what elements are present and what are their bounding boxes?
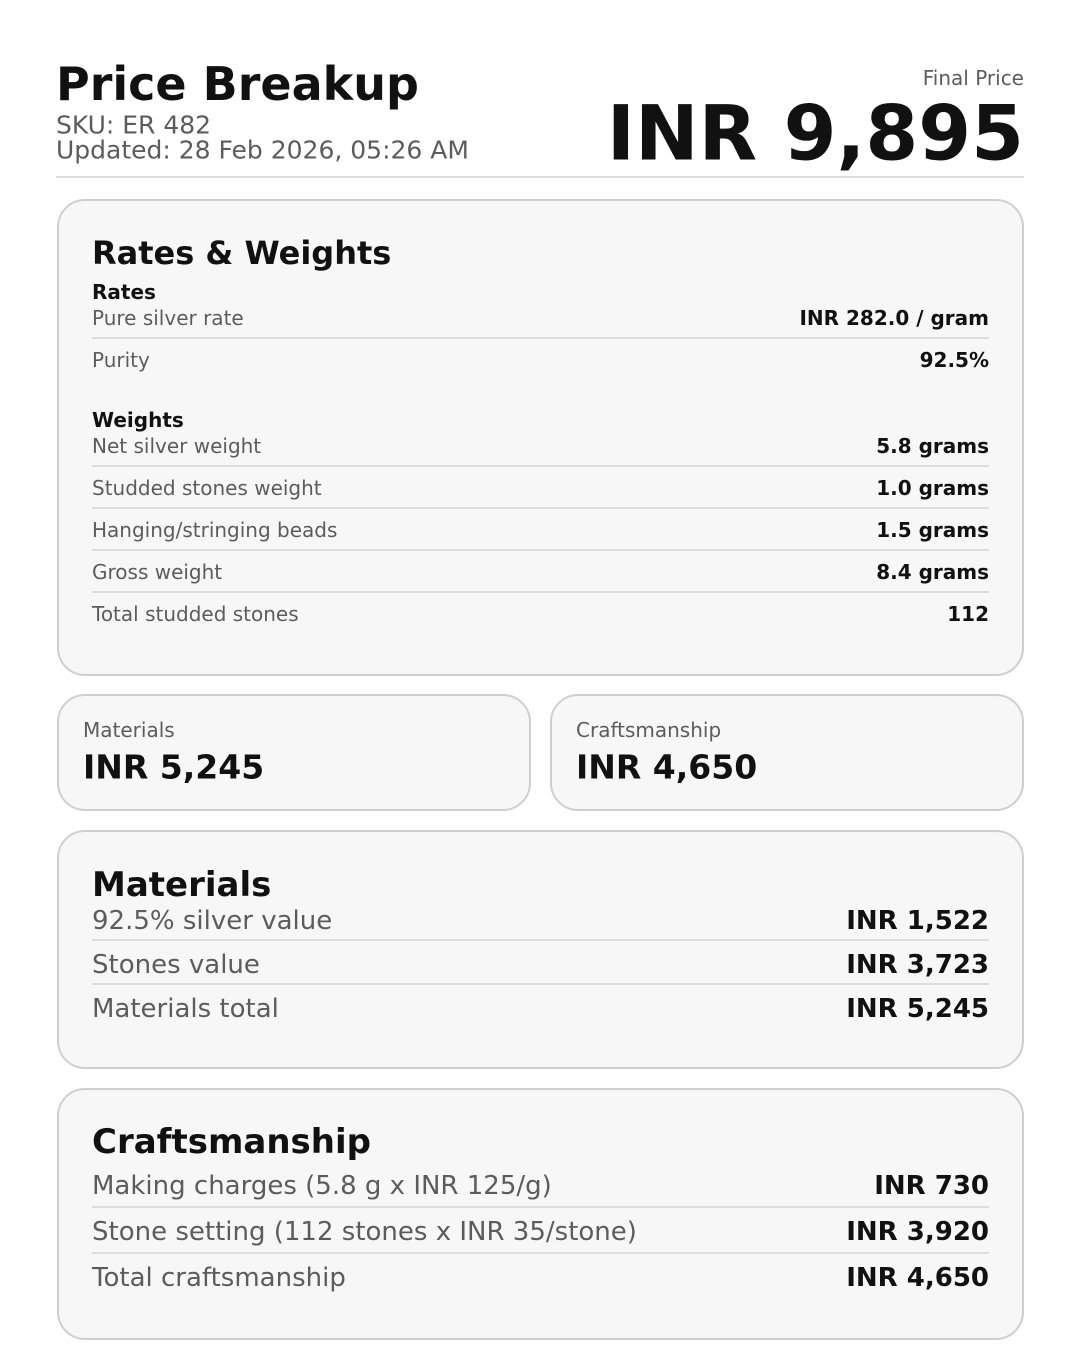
divider xyxy=(92,507,989,509)
row-value: 8.4 grams xyxy=(876,560,989,584)
row-value: 92.5% xyxy=(919,348,989,372)
row-label: Net silver weight xyxy=(92,434,262,458)
row-label: Total studded stones xyxy=(92,602,299,626)
row-label: 92.5% silver value xyxy=(92,906,333,936)
divider xyxy=(92,1252,989,1254)
divider xyxy=(92,591,989,593)
row-value: INR 5,245 xyxy=(846,994,989,1024)
summary-value: INR 5,245 xyxy=(83,747,265,787)
row-value: INR 3,920 xyxy=(846,1217,989,1247)
weights-heading: Weights xyxy=(92,408,184,432)
row-value: INR 282.0 / gram xyxy=(799,306,989,330)
header-divider xyxy=(56,176,1024,178)
row-value: INR 1,522 xyxy=(846,906,989,936)
page-title: Price Breakup xyxy=(56,57,419,111)
card-title: Materials xyxy=(92,865,272,905)
row-label: Stones value xyxy=(92,950,260,980)
row-value: INR 3,723 xyxy=(846,950,989,980)
row-label: Studded stones weight xyxy=(92,476,322,500)
divider xyxy=(92,465,989,467)
final-price-label: Final Price xyxy=(922,66,1024,90)
divider xyxy=(92,337,989,339)
rates-weights-card: Rates & Weights Rates Pure silver rate I… xyxy=(57,199,1024,676)
row-label: Purity xyxy=(92,348,150,372)
divider xyxy=(92,983,989,985)
materials-card: Materials 92.5% silver value INR 1,522 S… xyxy=(57,830,1024,1069)
craftsmanship-card: Craftsmanship Making charges (5.8 g x IN… xyxy=(57,1088,1024,1340)
row-label: Making charges (5.8 g x INR 125/g) xyxy=(92,1171,552,1201)
sku: SKU: ER 482 xyxy=(56,110,212,140)
row-value: INR 4,650 xyxy=(846,1263,989,1293)
row-label: Gross weight xyxy=(92,560,223,584)
row-label: Materials total xyxy=(92,994,279,1024)
row-value: 112 xyxy=(947,602,989,626)
row-label: Total craftsmanship xyxy=(92,1263,346,1293)
rates-heading: Rates xyxy=(92,280,156,304)
summary-label: Craftsmanship xyxy=(576,718,722,742)
row-value: 1.5 grams xyxy=(876,518,989,542)
divider xyxy=(92,1206,989,1208)
summary-value: INR 4,650 xyxy=(576,747,758,787)
card-title: Rates & Weights xyxy=(92,234,392,272)
row-label: Hanging/stringing beads xyxy=(92,518,338,542)
divider xyxy=(92,549,989,551)
updated-timestamp: Updated: 28 Feb 2026, 05:26 AM xyxy=(56,135,469,165)
row-label: Pure silver rate xyxy=(92,306,244,330)
row-label: Stone setting (112 stones x INR 35/stone… xyxy=(92,1217,637,1247)
row-value: INR 730 xyxy=(874,1171,989,1201)
summary-card-materials: Materials INR 5,245 xyxy=(57,694,531,811)
final-price: INR 9,895 xyxy=(606,88,1024,178)
summary-card-craftsmanship: Craftsmanship INR 4,650 xyxy=(550,694,1024,811)
divider xyxy=(92,939,989,941)
summary-label: Materials xyxy=(83,718,175,742)
row-value: 1.0 grams xyxy=(876,476,989,500)
card-title: Craftsmanship xyxy=(92,1122,371,1162)
row-value: 5.8 grams xyxy=(876,434,989,458)
